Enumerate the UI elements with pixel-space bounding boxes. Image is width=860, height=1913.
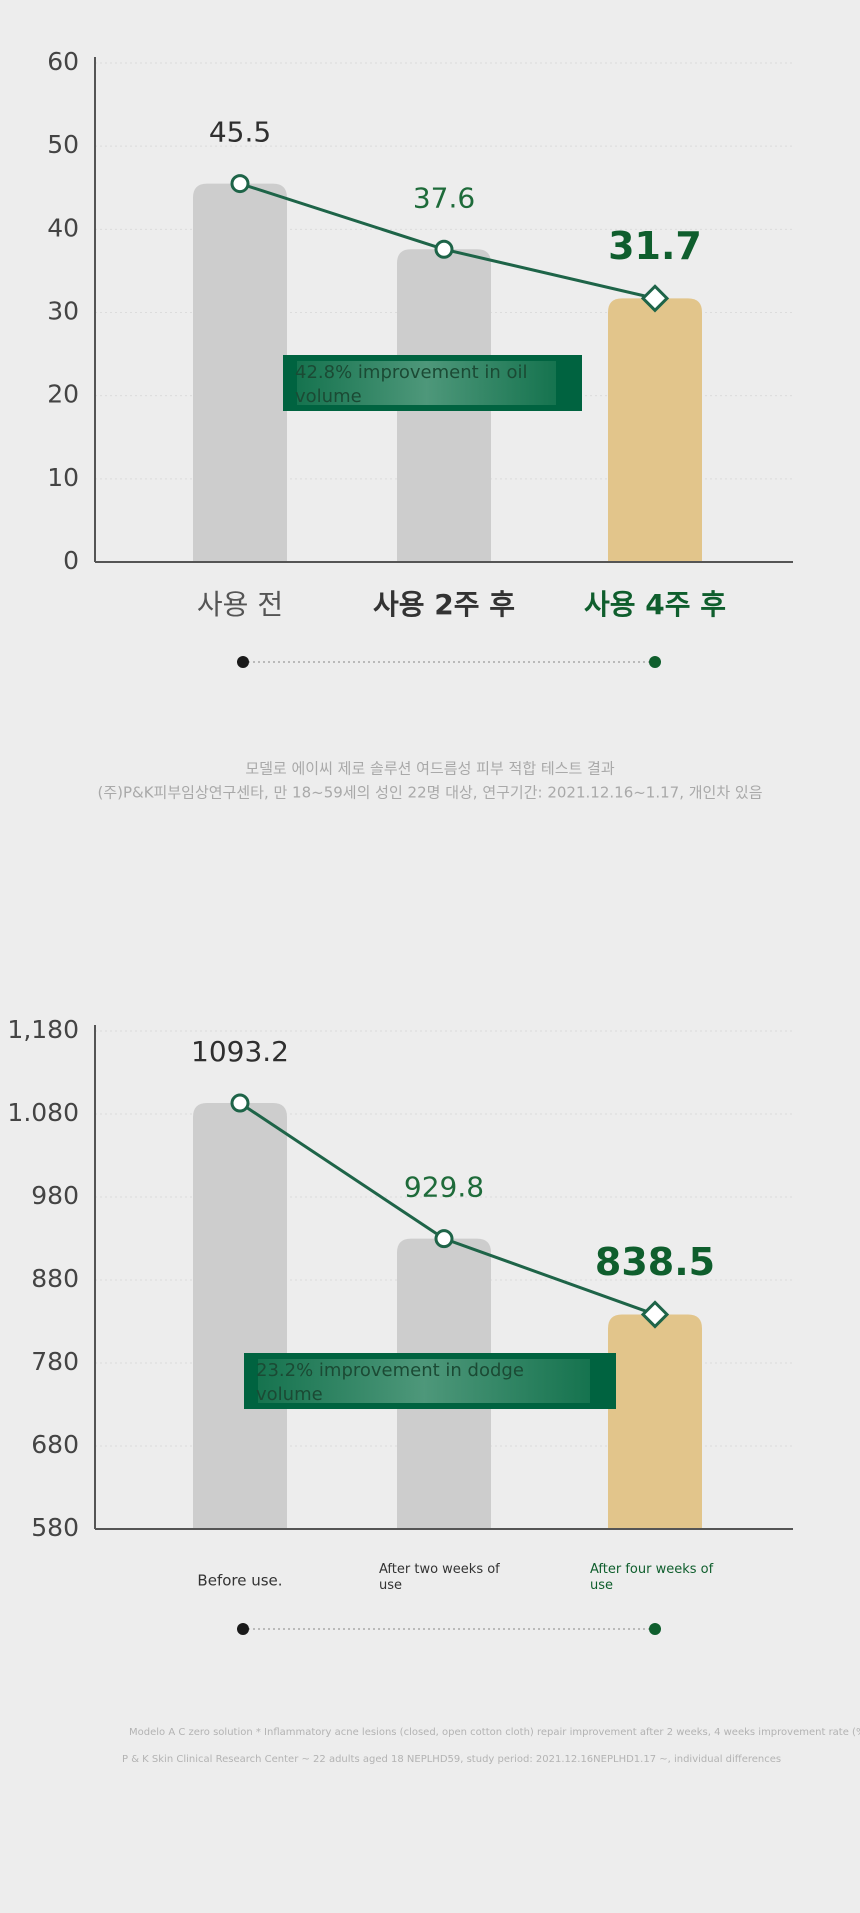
label-line: After two weeks of bbox=[379, 1562, 500, 1577]
y-tick-label: 580 bbox=[31, 1513, 79, 1542]
y-tick-label: 20 bbox=[47, 380, 79, 409]
note: P & K Skin Clinical Research Center ~ 22… bbox=[122, 1754, 781, 1765]
bar bbox=[193, 183, 287, 562]
x-tick-label: 사용 4주 후 bbox=[584, 588, 726, 621]
y-tick-label: 780 bbox=[31, 1347, 79, 1376]
bar bbox=[608, 1314, 702, 1529]
y-tick-label: 30 bbox=[47, 297, 79, 326]
x-tick-label: After four weeks of use bbox=[590, 1562, 714, 1593]
x-tick-label: 사용 전 bbox=[197, 588, 283, 621]
y-tick-label: 0 bbox=[63, 546, 79, 575]
dot bbox=[649, 656, 661, 668]
marker bbox=[640, 284, 670, 313]
value-label: 1093.2 bbox=[191, 1035, 289, 1068]
y-tick-label: 880 bbox=[31, 1264, 79, 1293]
value-label: 37.6 bbox=[413, 181, 475, 214]
annotation-line: 42.8% improvement in oil bbox=[295, 362, 528, 383]
y-tick-label: 50 bbox=[47, 130, 79, 159]
label-line: use bbox=[379, 1578, 402, 1593]
dot bbox=[649, 1623, 661, 1635]
y-tick-label: 40 bbox=[47, 213, 79, 242]
y-tick-label: 1.080 bbox=[7, 1098, 79, 1127]
marker bbox=[230, 1093, 250, 1113]
value-label: 45.5 bbox=[209, 116, 271, 149]
dot bbox=[237, 1623, 249, 1635]
annotation-line: volume bbox=[256, 1384, 323, 1405]
note: 모델로 에이씨 제로 솔루션 여드름성 피부 적합 테스트 결과 bbox=[245, 760, 615, 778]
y-tick-label: 10 bbox=[47, 463, 79, 492]
note: (주)P&K피부임상연구센타, 만 18~59세의 성인 22명 대상, 연구기… bbox=[97, 784, 762, 802]
label-line: After four weeks of bbox=[590, 1562, 714, 1577]
label-line: use bbox=[590, 1578, 613, 1593]
annotation-glow bbox=[297, 361, 556, 405]
annotation-line: volume bbox=[295, 386, 362, 407]
marker bbox=[434, 1229, 454, 1249]
annotation-line: 23.2% improvement in dodge bbox=[256, 1360, 524, 1381]
value-label: 31.7 bbox=[608, 224, 702, 268]
value-label: 929.8 bbox=[404, 1171, 484, 1204]
y-tick-label: 60 bbox=[47, 47, 79, 76]
x-tick-label: Before use. bbox=[197, 1572, 282, 1590]
y-tick-label: 980 bbox=[31, 1181, 79, 1210]
marker bbox=[230, 174, 250, 194]
bar bbox=[193, 1103, 287, 1529]
dot bbox=[237, 656, 249, 668]
marker bbox=[434, 239, 454, 259]
note: Modelo A C zero solution * Inflammatory … bbox=[129, 1727, 860, 1738]
x-tick-label: 사용 2주 후 bbox=[373, 588, 515, 621]
annotation: 23.2% improvement in dodge volume bbox=[256, 1360, 524, 1405]
annotation-glow bbox=[258, 1359, 590, 1403]
marker bbox=[640, 1300, 670, 1329]
x-tick-label: After two weeks of use bbox=[379, 1562, 500, 1593]
y-tick-label: 680 bbox=[31, 1430, 79, 1459]
y-tick-label: 1,180 bbox=[7, 1015, 79, 1044]
bar bbox=[608, 298, 702, 562]
value-label: 838.5 bbox=[595, 1240, 715, 1284]
annotation: 42.8% improvement in oil volume bbox=[295, 362, 528, 407]
